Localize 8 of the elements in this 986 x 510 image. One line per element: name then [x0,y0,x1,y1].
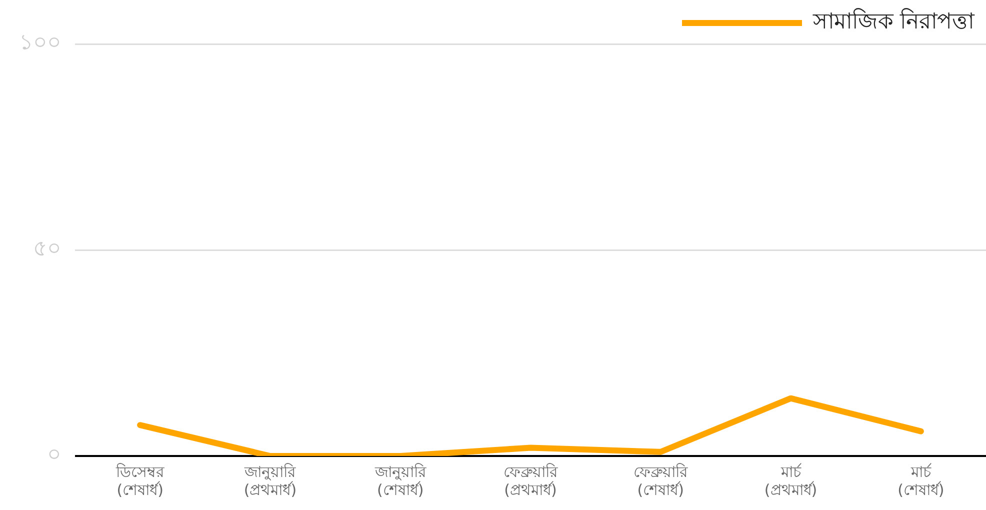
x-tick-label: জানুয়ারি (শেষার্ধ) [374,462,427,499]
x-tick-label: ডিসেম্বর (শেষার্ধ) [115,462,166,499]
text: সামাজিক নিরাপত্তা [812,8,975,35]
x-tick-label: ফেব্রুয়ারি (শেষার্ধ) [634,462,689,499]
x-tick-label: জানুয়ারি (প্রথমার্ধ) [244,462,297,499]
x-tick-label: মার্চ (প্রথমার্ধ) [764,462,818,499]
x-tick-label: মার্চ (শেষার্ধ) [898,462,944,499]
x-tick-label: ফেব্রুয়ারি (প্রথমার্ধ) [504,462,558,499]
